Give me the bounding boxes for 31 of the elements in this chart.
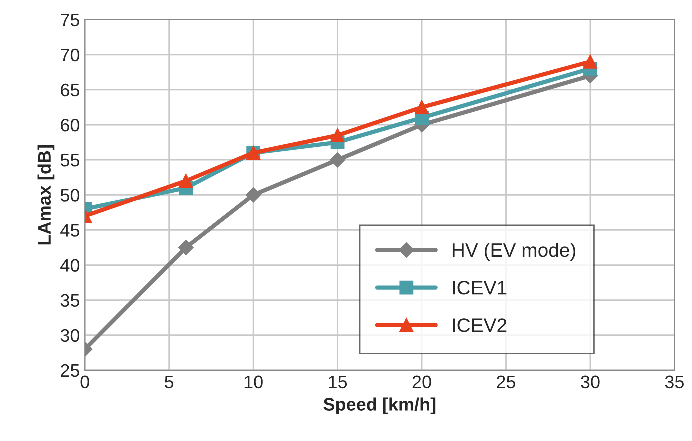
point xyxy=(246,188,262,203)
y-tick-label: 75 xyxy=(61,14,80,27)
y-tick-label: 35 xyxy=(60,294,80,308)
x-tick-label: 0 xyxy=(80,376,90,389)
point xyxy=(415,100,429,114)
point xyxy=(178,240,194,256)
point xyxy=(330,128,345,142)
x-tick-label: 5 xyxy=(165,376,174,389)
y-tick-label: 40 xyxy=(60,259,80,272)
legend-label: HV (EV mode) xyxy=(452,242,576,262)
y-tick-label: 65 xyxy=(61,84,80,97)
point xyxy=(330,152,346,168)
x-tick-label: 20 xyxy=(412,376,432,389)
x-tick-label: 10 xyxy=(244,376,263,389)
legend-label: ICEV1 xyxy=(453,281,507,295)
x-tick-label: 30 xyxy=(581,376,600,389)
legend-label: ICEV2 xyxy=(453,318,507,332)
x-axis-title: Speed [km/h] xyxy=(324,398,436,415)
x-tick-label: 35 xyxy=(665,376,684,389)
x-tick-label: 15 xyxy=(329,376,348,389)
y-axis-title: LAmax [dB] xyxy=(38,145,55,245)
y-tick-label: 60 xyxy=(61,118,80,132)
y-tick-label: 70 xyxy=(61,48,80,62)
point xyxy=(179,174,194,188)
y-tick-label: 25 xyxy=(61,364,80,378)
y-tick-label: 50 xyxy=(60,189,80,202)
y-tick-label: 45 xyxy=(60,224,80,237)
x-tick-label: 25 xyxy=(497,376,516,389)
y-tick-label: 30 xyxy=(60,329,80,342)
point xyxy=(584,54,598,69)
y-tick-label: 55 xyxy=(60,154,80,167)
